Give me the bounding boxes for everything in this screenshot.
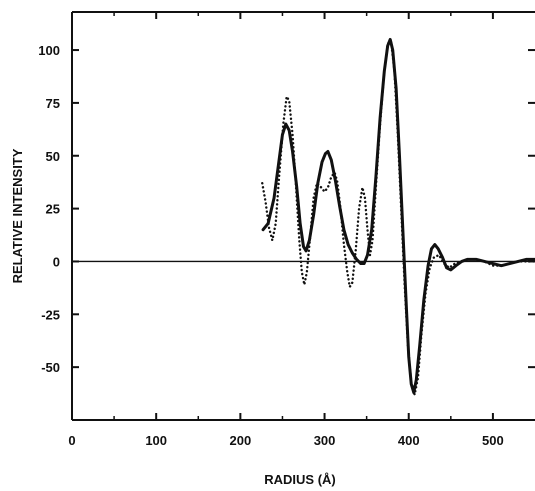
- x-tick-label: 300: [314, 433, 336, 448]
- x-tick-label: 0: [68, 433, 75, 448]
- series-line-dotted: [261, 40, 535, 396]
- x-tick-label: 400: [398, 433, 420, 448]
- plot-frame: [71, 11, 535, 421]
- y-tick-label: 75: [46, 96, 60, 111]
- y-axis-title: RELATIVE INTENSITY: [10, 148, 25, 283]
- x-tick-label: 100: [145, 433, 167, 448]
- y-tick-label: 25: [46, 202, 60, 217]
- series-line-solid: [261, 37, 535, 395]
- x-tick-label: 200: [230, 433, 252, 448]
- y-tick-label: 0: [53, 254, 60, 269]
- x-tick-label: 500: [482, 433, 504, 448]
- ticks: [71, 12, 535, 420]
- y-tick-label: 100: [38, 43, 60, 58]
- x-axis-title: RADIUS (Å): [264, 472, 336, 487]
- tick-labels: 0 100 200 300 400 500 -50 -25 0 25 50 75 100: [38, 43, 503, 448]
- y-tick-label: -25: [41, 307, 60, 322]
- y-tick-label: -50: [41, 360, 60, 375]
- series-group: [261, 37, 535, 396]
- y-tick-label: 50: [46, 149, 60, 164]
